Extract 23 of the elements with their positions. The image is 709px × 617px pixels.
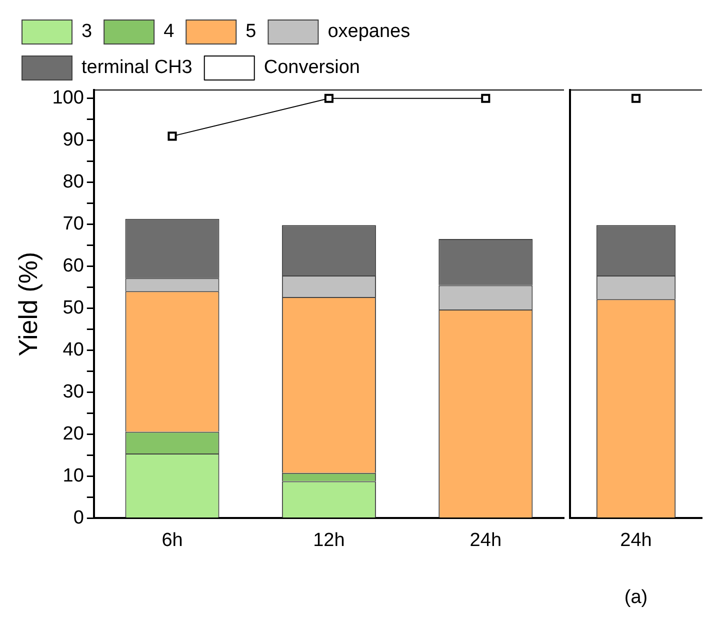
y-tick-label: 0 bbox=[73, 507, 84, 528]
x-tick-label: 24h bbox=[470, 530, 502, 551]
legend-label: oxepanes bbox=[328, 21, 410, 42]
y-tick-label: 90 bbox=[62, 130, 84, 151]
y-tick-label: 60 bbox=[62, 256, 84, 277]
legend-label: 4 bbox=[164, 21, 175, 42]
y-tick-label: 10 bbox=[62, 465, 84, 486]
x-tick-label: 6h bbox=[162, 530, 183, 551]
y-tick-label: 40 bbox=[62, 340, 84, 361]
y-tick-label: 20 bbox=[62, 423, 84, 444]
x-tick-label: 24h bbox=[620, 530, 652, 551]
y-tick-label: 70 bbox=[62, 214, 84, 235]
y-tick-label: 100 bbox=[52, 88, 84, 109]
text: (a) bbox=[624, 587, 648, 608]
legend-label: 3 bbox=[82, 21, 92, 42]
y-tick-label: 80 bbox=[62, 172, 84, 193]
x-tick-label: 12h bbox=[313, 530, 345, 551]
y-axis-title: Yield (%) bbox=[12, 252, 43, 356]
y-tick-label: 50 bbox=[62, 298, 84, 319]
y-tick-label: 30 bbox=[62, 381, 84, 402]
legend-label: Conversion bbox=[264, 57, 360, 78]
legend-label: terminal CH3 bbox=[82, 57, 192, 78]
legend-label: 5 bbox=[246, 21, 256, 42]
